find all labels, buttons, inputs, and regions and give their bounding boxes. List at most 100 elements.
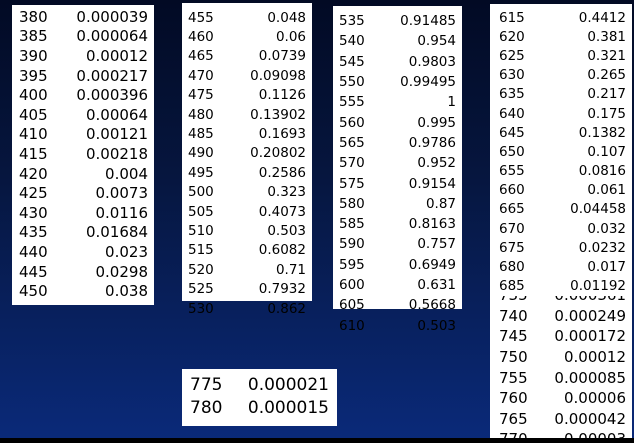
table-row: 575 0.9154 [339,173,456,193]
value-cell: 0.0073 [95,184,149,203]
value-cell: 0.5668 [408,297,456,314]
table-row: 540 0.954 [339,31,456,51]
value-cell: 0.20802 [250,145,306,162]
table-row: 460 0.06 [188,27,306,46]
table-row: 435 0.01684 [19,223,148,243]
value-cell: 0.06 [275,29,306,46]
wavelength-cell: 390 [19,46,48,65]
value-cell: 0.1693 [258,126,306,143]
value-cell: 0.000249 [554,306,626,325]
value-cell: 0.000015 [247,397,329,418]
wavelength-cell: 400 [19,86,48,105]
table-row: 525 0.7932 [188,279,306,298]
table-row: 635 0.217 [499,85,626,104]
wavelength-cell: 460 [188,29,214,46]
wavelength-cell: 510 [188,222,214,239]
wavelength-cell: 380 [19,7,48,26]
wavelength-cell: 635 [499,86,525,103]
wavelength-cell: 765 [499,409,528,428]
value-cell: 0.0232 [578,239,626,256]
table-row: 570 0.952 [339,153,456,173]
value-cell: 0.000064 [76,27,148,46]
table-row: 380 0.000039 [19,7,148,27]
table-row: 535 0.91485 [339,11,456,31]
wavelength-cell: 645 [499,124,525,141]
value-cell: 0.4073 [258,203,306,220]
table-row: 735 0.000361 [499,296,626,306]
table-row: 415 0.00218 [19,144,148,164]
wavelength-cell: 425 [19,184,48,203]
table-row: 475 0.1126 [188,86,306,105]
wavelength-cell: 450 [19,282,48,301]
value-cell: 0.91485 [400,13,456,30]
wavelength-cell: 565 [339,134,365,151]
wavelength-cell: 775 [190,374,223,395]
table-row: 625 0.321 [499,46,626,65]
table-row: 680 0.017 [499,257,626,276]
table-row: 400 0.000396 [19,85,148,105]
wavelength-cell: 750 [499,348,528,367]
wavelength-cell: 620 [499,28,525,45]
table-row: 590 0.757 [339,234,456,254]
table-row: 430 0.0116 [19,203,148,223]
table-row: 565 0.9786 [339,133,456,153]
wavelength-cell: 560 [339,114,365,131]
wavelength-cell: 435 [19,223,48,242]
value-cell: 0.13902 [250,106,306,123]
table-row: 470 0.09098 [188,66,306,85]
value-cell: 0.017 [587,259,626,276]
value-cell: 0.6082 [258,242,306,259]
wavelength-cell: 680 [499,259,525,276]
value-cell: 0.01192 [570,278,626,295]
wavelength-cell: 410 [19,125,48,144]
wavelength-cell: 505 [188,203,214,220]
table-block-735-770: 735 0.000361 740 0.000249 745 0.000172 750 0.00… [490,296,632,443]
wavelength-cell: 430 [19,203,48,222]
table-row: 605 0.5668 [339,295,456,315]
wavelength-cell: 575 [339,175,365,192]
value-cell: 0.004 [105,164,148,183]
wavelength-cell: 490 [188,145,214,162]
table-row: 600 0.631 [339,275,456,295]
value-cell: 0.503 [417,317,456,334]
table-row: 685 0.01192 [499,277,626,296]
table-row: 495 0.2586 [188,163,306,182]
table-block-380-450: 380 0.000039 385 0.000064 390 0.00012 395 0.000… [12,5,154,305]
value-cell: 0.023 [105,242,148,261]
table-row: 595 0.6949 [339,255,456,275]
value-cell: 0.265 [587,67,626,84]
table-row: 750 0.00012 [499,347,626,368]
table-block-535-610: 535 0.91485 540 0.954 545 0.9803 550 0.99495 555… [333,6,462,334]
table-row: 420 0.004 [19,164,148,184]
wavelength-cell: 605 [339,297,365,314]
table-row: 580 0.87 [339,194,456,214]
table-row: 410 0.00121 [19,125,148,145]
wavelength-cell: 445 [19,262,48,281]
value-cell: 0.032 [587,220,626,237]
table-row: 640 0.175 [499,104,626,123]
value-cell: 0.00218 [85,144,148,163]
value-cell: 0.862 [267,300,306,317]
value-cell: 0.757 [417,236,456,253]
value-cell: 0.061 [587,182,626,199]
value-cell: 0.000172 [554,327,626,346]
table-row: 395 0.000217 [19,66,148,86]
table-row: 405 0.00064 [19,105,148,125]
value-cell: 0.175 [587,105,626,122]
wavelength-cell: 395 [19,66,48,85]
table-row: 615 0.4412 [499,8,626,27]
value-cell: 0.04458 [570,201,626,218]
wavelength-cell: 405 [19,105,48,124]
wavelength-cell: 585 [339,216,365,233]
wavelength-cell: 385 [19,27,48,46]
value-cell: 0.7932 [258,281,306,298]
value-cell: 0.038 [105,282,148,301]
wavelength-cell: 520 [188,261,214,278]
wavelength-cell: 570 [339,155,365,172]
table-row: 425 0.0073 [19,183,148,203]
value-cell: 0.0298 [95,262,149,281]
value-cell: 1 [447,94,456,111]
table-row: 650 0.107 [499,142,626,161]
wavelength-cell: 470 [188,67,214,84]
wavelength-cell: 615 [499,9,525,26]
